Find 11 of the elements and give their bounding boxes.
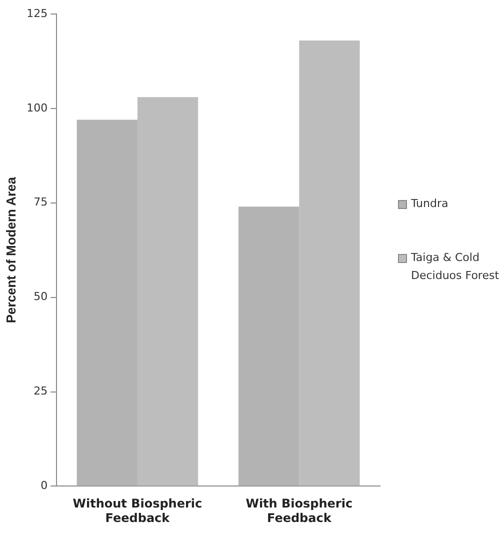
y-tick-label: 50 [34, 290, 48, 304]
x-tick-label: With Biospheric Feedback [246, 496, 353, 525]
y-tick-label: 75 [34, 196, 48, 209]
y-tick-label: 25 [34, 384, 48, 398]
y-tick-label: 125 [26, 6, 48, 20]
y-axis-title: Percent of Modern Area [3, 176, 18, 324]
x-tick-label: Without Biospheric Feedback [72, 496, 202, 525]
y-tick-label: 0 [40, 479, 48, 492]
y-tick-label: 100 [26, 101, 48, 114]
legend-label: Taiga & Cold Deciduos Forest [411, 250, 500, 284]
legend-label: Tundra [411, 196, 448, 212]
